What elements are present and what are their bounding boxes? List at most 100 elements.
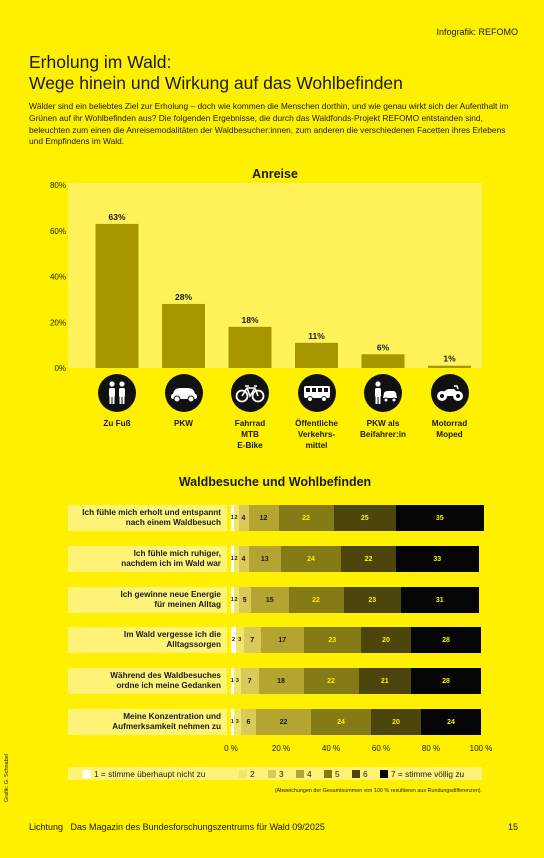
rounding-note: (Abweichungen der Gesamtsummen von 100 %…	[274, 788, 482, 794]
statement-row: Ich fühle mich ruhiger, nachdem ich im Wa…	[68, 546, 227, 572]
category-label-line: Fahrrad	[234, 419, 266, 428]
arrival-chart-title: Anreise	[252, 167, 298, 181]
statement-label: Ich gewinne neue Energie für meinen Allta…	[71, 587, 221, 613]
walking-people-icon	[98, 374, 136, 412]
legend-swatch	[324, 770, 332, 778]
arrival-bar-chart: 0% 20% 40% 60% 80% 63% 28% 18% 11% 6% 1%	[50, 181, 471, 373]
stacked-segment: 22	[256, 709, 311, 735]
stacked-segment: 1	[231, 709, 234, 735]
passenger-car-icon	[364, 374, 402, 412]
stacked-segment: 31	[401, 587, 479, 613]
stacked-segment: 1	[231, 546, 234, 572]
category-label-line: PKW als	[366, 419, 400, 428]
infographic-credit: Infografik: REFOMO	[436, 27, 518, 37]
legend-swatch	[352, 770, 360, 778]
stacked-segment: 23	[343, 587, 401, 613]
category-label-line: Motorrad	[431, 419, 468, 428]
x-tick-label: 80 %	[421, 744, 441, 753]
bar	[428, 365, 471, 368]
stacked-segment: 17	[261, 627, 304, 653]
statement-label-line: Alltagssorgen	[166, 640, 221, 649]
arrival-category-label: Fahrrad MTB E-Bike	[215, 418, 285, 451]
y-tick-label: 80%	[50, 181, 66, 190]
legend-label: 7 = stimme völlig zu	[391, 769, 465, 779]
legend-label: 1 = stimme überhaupt nicht zu	[94, 769, 206, 779]
statement-label-line: Ich gewinne neue Energie	[120, 590, 221, 599]
bar-value-label: 1%	[443, 354, 456, 364]
stacked-segment: 7	[243, 627, 261, 653]
statement-label: Ich fühle mich erholt und entspannt nach …	[71, 505, 221, 531]
arrival-category-label: Motorrad Moped	[415, 418, 485, 440]
legend-label: 5	[335, 769, 340, 779]
statement-row: Im Wald vergesse ich die Alltagssorgen	[68, 627, 227, 653]
stacked-segment: 20	[371, 709, 421, 735]
stacked-segment: 12	[248, 505, 279, 531]
category-label-line: E-Bike	[237, 441, 263, 450]
legend-label: 4	[307, 769, 312, 779]
bar	[228, 326, 272, 368]
stacked-segment: 2	[233, 587, 239, 613]
statement-label-line: nach einem Waldbesuch	[125, 518, 221, 527]
legend-swatch	[380, 770, 388, 778]
statement-row: Während des Waldbesuches ordne ich meine …	[68, 668, 227, 694]
bar	[95, 223, 139, 368]
legend-swatch	[239, 770, 247, 778]
category-label-line: Moped	[436, 430, 463, 439]
wellbeing-chart-title: Waldbesuche und Wohlbefinden	[178, 475, 372, 489]
statement-row: Ich gewinne neue Energie für meinen Allta…	[68, 587, 227, 613]
car-icon	[164, 374, 203, 412]
title-line-2: Wege hinein und Wirkung auf das Wohlbefi…	[29, 73, 403, 93]
stacked-segment: 15	[251, 587, 289, 613]
bar-value-label: 11%	[308, 331, 325, 341]
stacked-segment: 2	[233, 546, 239, 572]
bus-icon	[297, 374, 336, 412]
stacked-segment: 1	[231, 587, 234, 613]
x-tick-label: 100 %	[469, 744, 493, 753]
statement-label: Im Wald vergesse ich die Alltagssorgen	[71, 627, 221, 653]
bar-value-label: 28%	[175, 292, 192, 302]
legend-label: 6	[363, 769, 368, 779]
statement-label-line: nachdem ich im Wald war	[121, 559, 221, 568]
y-tick-label: 0%	[54, 364, 66, 373]
statement-label-line: ordne ich meine Gedanken	[116, 681, 221, 690]
legend-swatch	[296, 770, 304, 778]
stacked-segment: 22	[341, 546, 396, 572]
x-tick-label: 20 %	[271, 744, 291, 753]
stacked-segment: 21	[358, 668, 411, 694]
title-line-1: Erholung im Wald:	[29, 52, 172, 72]
x-tick-label: 40 %	[321, 744, 341, 753]
category-label-line: Öffentliche	[295, 419, 338, 428]
bar	[295, 342, 338, 368]
stacked-segment: 28	[411, 627, 481, 653]
bar	[361, 354, 405, 368]
y-tick-label: 60%	[50, 227, 66, 236]
bar	[162, 303, 205, 368]
arrival-category-label: PKW	[149, 418, 219, 429]
legend-item: 2	[239, 769, 255, 779]
statement-label-line: für meinen Alltag	[154, 600, 221, 609]
statement-label-line: Während des Waldbesuches	[110, 671, 221, 680]
graphic-credit: Grafik: G. Schnabel	[4, 754, 10, 802]
wellbeing-legend: 1 = stimme überhaupt nicht zu 2 3 4 5 6 7 = st…	[68, 767, 482, 780]
category-label-line: Zu Fuß	[103, 419, 131, 428]
legend-item: 3	[268, 769, 284, 779]
statement-label: Während des Waldbesuches ordne ich meine …	[71, 668, 221, 694]
stacked-segment: 3	[236, 627, 244, 653]
intro-text: Wälder sind ein beliebtes Ziel zur Erhol…	[29, 101, 509, 147]
stacked-segment: 35	[396, 505, 484, 531]
category-label-line: Verkehrs-	[297, 430, 336, 439]
statement-label-line: Ich fühle mich ruhiger,	[133, 549, 221, 558]
stacked-segment: 4	[238, 546, 249, 572]
arrival-category-label: Öffentliche Verkehrs-mittel	[282, 418, 352, 451]
stacked-segment: 13	[248, 546, 281, 572]
stacked-segment: 6	[241, 709, 256, 735]
category-label-line: MTB	[241, 430, 259, 439]
stacked-segment: 3	[233, 709, 241, 735]
stacked-segment: 2	[231, 627, 236, 653]
stacked-segment: 22	[288, 587, 344, 613]
statement-label-line: Im Wald vergesse ich die	[123, 630, 221, 639]
statement-label-line: Ich fühle mich erholt und entspannt	[82, 508, 221, 517]
stacked-segment: 4	[238, 505, 249, 531]
x-tick-label: 60 %	[371, 744, 391, 753]
stacked-segment: 1	[231, 505, 234, 531]
